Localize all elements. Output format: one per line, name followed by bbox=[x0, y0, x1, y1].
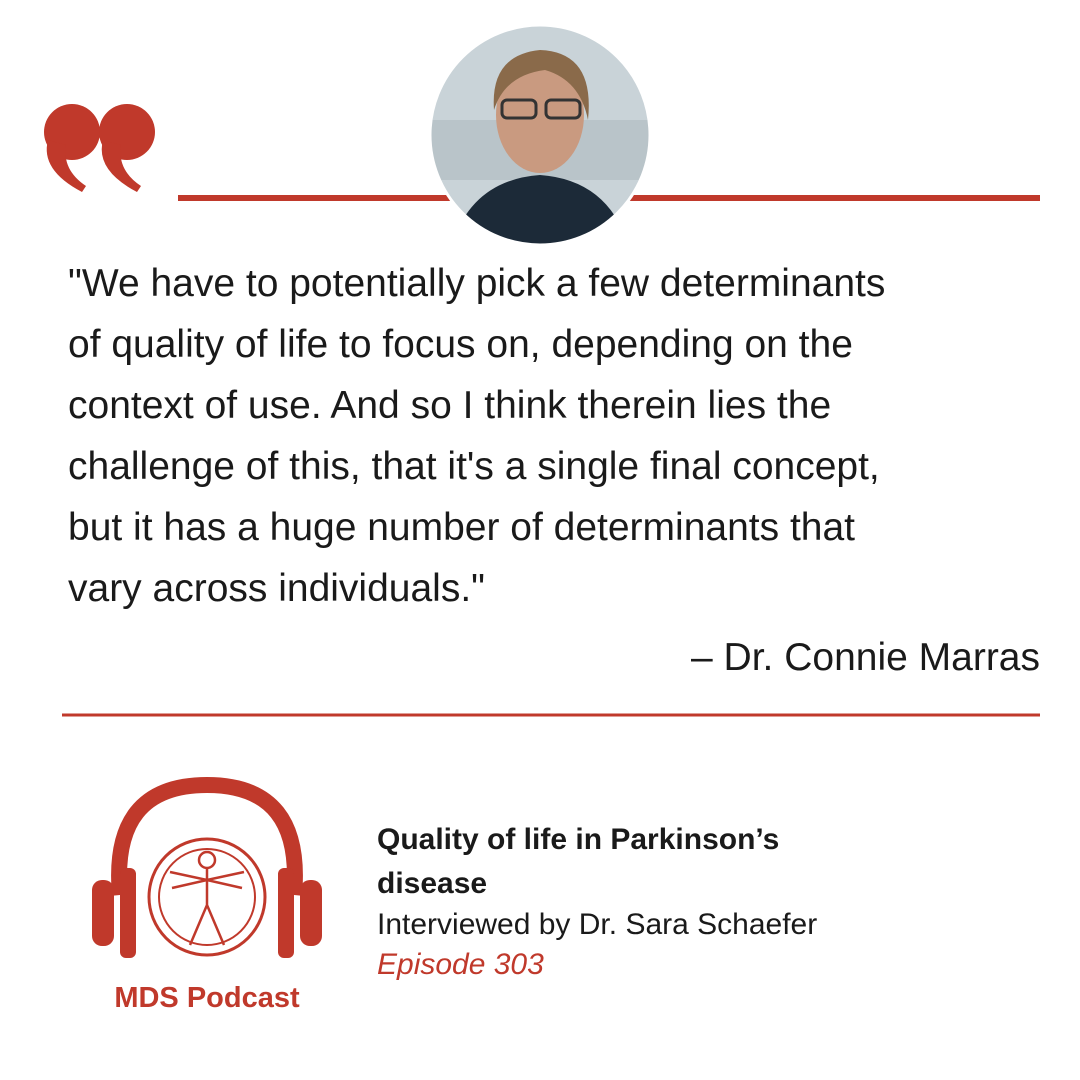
quote-line: challenge of this, that it's a single fi… bbox=[68, 445, 880, 488]
attribution: – Dr. Connie Marras bbox=[691, 636, 1040, 679]
quote-line: but it has a huge number of determinants… bbox=[68, 506, 855, 549]
quote-line: context of use. And so I think therein l… bbox=[68, 384, 832, 427]
quote-line: vary across individuals." bbox=[68, 567, 486, 610]
episode-number: Episode 303 bbox=[377, 948, 544, 981]
podcast-logo bbox=[92, 776, 322, 958]
speaker-photo bbox=[430, 25, 650, 245]
quote-line: "We have to potentially pick a few deter… bbox=[68, 262, 886, 305]
interviewer: Interviewed by Dr. Sara Schaefer bbox=[377, 908, 818, 941]
quote-mark bbox=[44, 104, 155, 192]
episode-title: Quality of life in Parkinson’s disease bbox=[377, 823, 780, 900]
logo-label: MDS Podcast bbox=[114, 982, 300, 1014]
quote-line: of quality of life to focus on, dependin… bbox=[68, 323, 853, 366]
